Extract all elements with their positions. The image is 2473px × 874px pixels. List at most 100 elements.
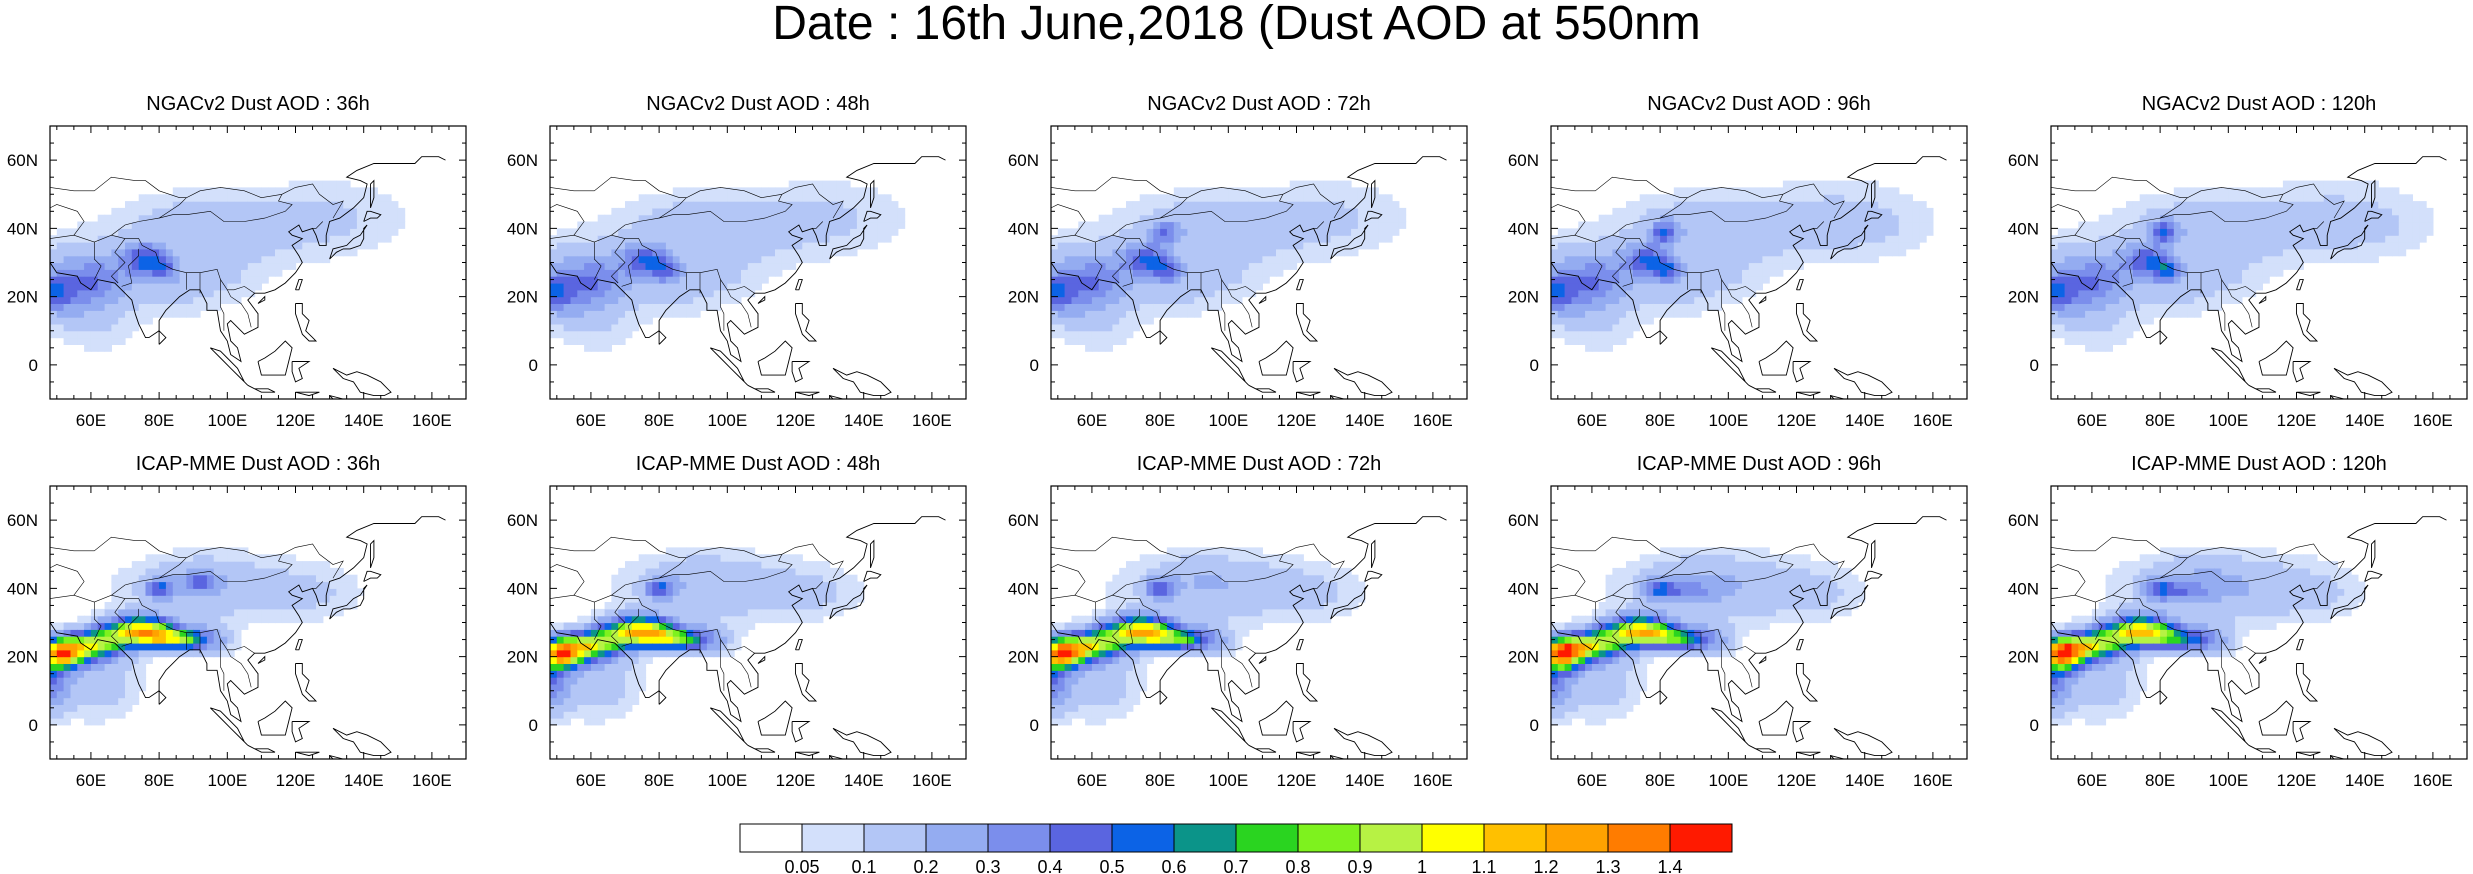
lon-tick-label: 140E [344, 411, 384, 430]
colorbar-label: 1 [1417, 857, 1427, 874]
colorbar-label: 1.3 [1595, 857, 1620, 874]
lat-tick-label: 20N [7, 288, 38, 307]
colorbar-label: 1.1 [1471, 857, 1496, 874]
lon-tick-label: 160E [2413, 411, 2453, 430]
colorbar-swatch [1483, 823, 1547, 853]
lon-tick-label: 60E [2077, 411, 2107, 430]
lat-tick-label: 20N [507, 288, 538, 307]
panel-title: NGACv2 Dust AOD : 36h [146, 93, 370, 115]
lat-tick-label: 40N [507, 219, 538, 238]
lat-tick-label: 40N [7, 579, 38, 598]
lat-tick-label: 20N [1008, 648, 1039, 667]
lat-tick-label: 0 [1530, 356, 1539, 375]
lat-tick-label: 60N [1508, 511, 1539, 530]
lon-tick-label: 60E [76, 411, 106, 430]
lat-tick-label: 60N [507, 511, 538, 530]
lon-tick-label: 80E [1145, 411, 1175, 430]
lon-tick-label: 160E [412, 411, 452, 430]
lon-tick-label: 100E [207, 411, 247, 430]
aod-shading [1051, 547, 1366, 726]
lon-tick-label: 100E [1208, 411, 1248, 430]
lat-tick-label: 0 [529, 716, 538, 735]
lon-tick-label: 60E [1077, 411, 1107, 430]
colorbar-label: 0.05 [784, 857, 819, 874]
aod-shading [2051, 180, 2434, 352]
panel-title: NGACv2 Dust AOD : 72h [1147, 93, 1371, 115]
colorbar-label: 1.2 [1533, 857, 1558, 874]
lon-tick-label: 80E [644, 771, 674, 790]
lon-tick-label: 80E [1145, 771, 1175, 790]
lon-tick-label: 80E [144, 411, 174, 430]
lon-tick-label: 100E [707, 771, 747, 790]
lat-tick-label: 0 [2030, 716, 2039, 735]
lon-tick-label: 140E [2345, 771, 2385, 790]
panel-title: ICAP-MME Dust AOD : 36h [135, 453, 381, 475]
lat-tick-label: 60N [507, 151, 538, 170]
lon-tick-label: 80E [1645, 771, 1675, 790]
lat-tick-label: 0 [1030, 716, 1039, 735]
panel-title: ICAP-MME Dust AOD : 48h [635, 453, 881, 475]
lat-tick-label: 20N [2008, 288, 2039, 307]
aod-shading [550, 547, 865, 726]
lon-tick-label: 140E [2345, 411, 2385, 430]
colorbar-swatch [1297, 823, 1361, 853]
lon-tick-label: 120E [276, 411, 316, 430]
colorbar-swatch [1111, 823, 1175, 853]
lon-tick-label: 140E [844, 771, 884, 790]
aod-shading [2051, 547, 2366, 726]
colorbar-label: 1.4 [1657, 857, 1682, 874]
lon-tick-label: 60E [1577, 411, 1607, 430]
lon-tick-label: 60E [576, 411, 606, 430]
colorbar-label: 0.6 [1161, 857, 1186, 874]
panel-title: ICAP-MME Dust AOD : 72h [1136, 453, 1382, 475]
lat-tick-label: 0 [1030, 356, 1039, 375]
lon-tick-label: 100E [1208, 771, 1248, 790]
lat-tick-label: 20N [1508, 288, 1539, 307]
lon-tick-label: 120E [1777, 771, 1817, 790]
lat-tick-label: 20N [507, 648, 538, 667]
colorbar-swatch [1669, 823, 1733, 853]
lon-tick-label: 120E [2277, 411, 2317, 430]
colorbar-swatch [1049, 823, 1113, 853]
lon-tick-label: 80E [644, 411, 674, 430]
colorbar-swatch [925, 823, 989, 853]
lat-tick-label: 40N [507, 579, 538, 598]
aod-shading [50, 547, 365, 726]
lon-tick-label: 100E [1708, 411, 1748, 430]
lon-tick-label: 120E [1277, 411, 1317, 430]
lon-tick-label: 160E [1913, 411, 1953, 430]
lat-tick-label: 60N [2008, 151, 2039, 170]
lon-tick-label: 60E [1577, 771, 1607, 790]
lon-tick-label: 100E [2208, 771, 2248, 790]
colorbar-label: 0.7 [1223, 857, 1248, 874]
map-panel-ngac-3: 60E 80E 100E 120E 140E 160E 0 20N 40N 60N [1508, 125, 1968, 430]
lon-tick-label: 80E [2145, 771, 2175, 790]
coastlines [1550, 156, 1947, 400]
lon-tick-label: 120E [776, 771, 816, 790]
colorbar-label: 0.8 [1285, 857, 1310, 874]
lat-tick-label: 60N [2008, 511, 2039, 530]
lon-tick-label: 100E [707, 411, 747, 430]
panel-title: ICAP-MME Dust AOD : 120h [2131, 453, 2387, 475]
lon-tick-label: 60E [2077, 771, 2107, 790]
lon-tick-label: 160E [412, 771, 452, 790]
lat-tick-label: 60N [1508, 151, 1539, 170]
coastlines [549, 516, 946, 760]
aod-shading [1551, 180, 1934, 352]
lon-tick-label: 140E [844, 411, 884, 430]
aod-shading [1551, 547, 1866, 726]
coastlines [49, 516, 446, 760]
lon-tick-label: 160E [1413, 771, 1453, 790]
aod-shading [1051, 180, 1407, 352]
lon-tick-label: 160E [1913, 771, 1953, 790]
colorbar-label: 0.9 [1347, 857, 1372, 874]
lat-tick-label: 60N [7, 151, 38, 170]
lat-tick-label: 40N [2008, 219, 2039, 238]
panel-title: NGACv2 Dust AOD : 120h [2141, 93, 2377, 115]
lon-tick-label: 120E [1277, 771, 1317, 790]
lon-tick-label: 120E [2277, 771, 2317, 790]
lon-tick-label: 80E [2145, 411, 2175, 430]
lat-tick-label: 60N [7, 511, 38, 530]
coastlines [2050, 156, 2447, 400]
lon-tick-label: 160E [912, 411, 952, 430]
